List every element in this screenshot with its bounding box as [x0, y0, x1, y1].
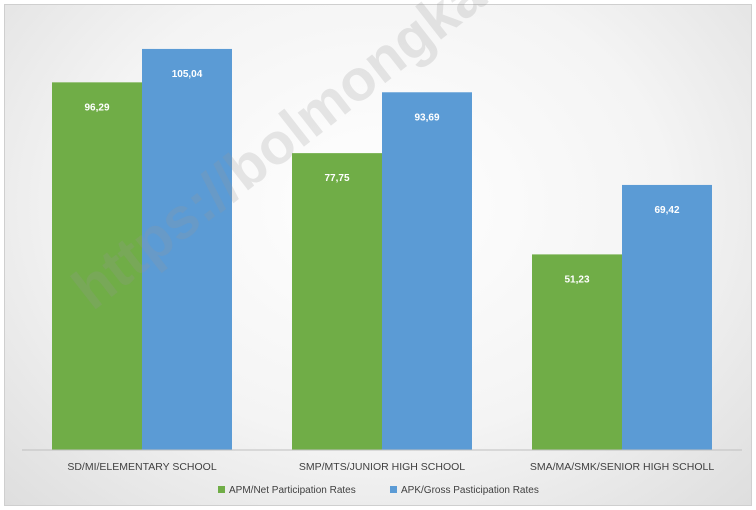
- legend-entry: APK/Gross Pasticipation Rates: [401, 485, 539, 496]
- category-label: SMA/MA/SMK/SENIOR HIGH SCHOLL: [530, 461, 715, 473]
- category-label: SMP/MTS/JUNIOR HIGH SCHOOL: [299, 461, 465, 473]
- data-label: 105,04: [172, 69, 203, 80]
- data-label: 96,29: [84, 102, 109, 113]
- legend-swatch: [390, 486, 397, 493]
- bar-apm-2: [292, 153, 382, 451]
- data-label: 51,23: [564, 274, 589, 285]
- legend-entry: APM/Net Participation Rates: [229, 485, 356, 496]
- bar-apk-3: [622, 184, 712, 450]
- bar-apk-1: [142, 48, 232, 451]
- bar-apk-2: [382, 92, 472, 451]
- category-label: SD/MI/ELEMENTARY SCHOOL: [67, 461, 217, 473]
- data-label: 69,42: [654, 205, 679, 216]
- bar-apm-1: [52, 82, 142, 450]
- legend-swatch: [218, 486, 225, 493]
- data-label: 77,75: [324, 173, 349, 184]
- data-label: 93,69: [414, 112, 439, 123]
- bar-apm-3: [532, 254, 622, 450]
